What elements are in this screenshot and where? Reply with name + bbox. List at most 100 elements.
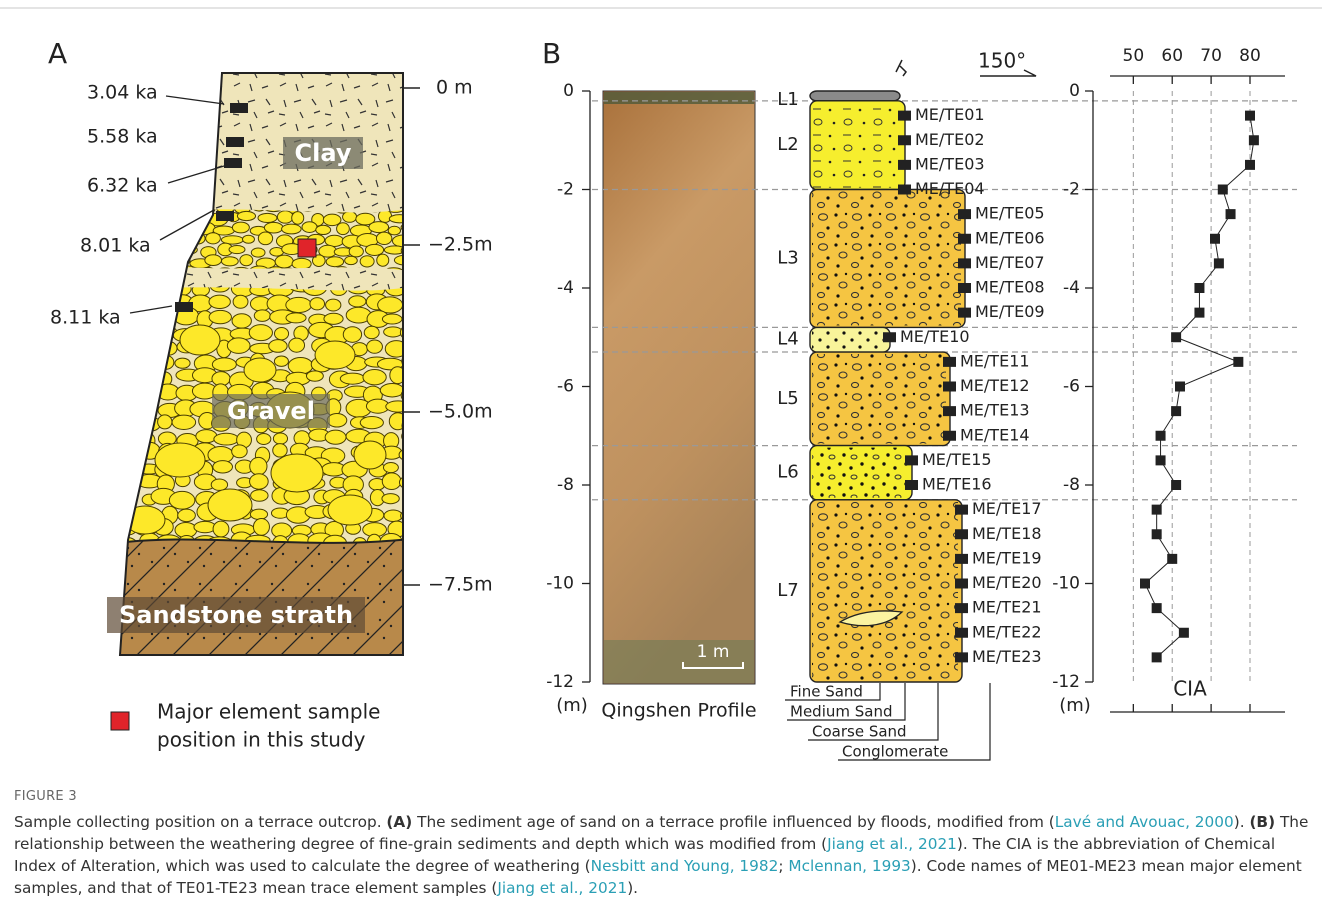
citation-link[interactable]: Nesbitt and Young, 1982 — [591, 857, 779, 875]
gravel — [409, 295, 425, 305]
gravel — [136, 356, 150, 370]
gravel — [327, 414, 347, 428]
y-tick-label: -12 — [1052, 672, 1080, 692]
unit-label: Clay — [295, 139, 352, 167]
gravel — [160, 270, 180, 280]
gravel — [116, 489, 137, 504]
caption-text: ). — [627, 879, 638, 897]
gravel — [376, 232, 391, 244]
gravel — [405, 461, 429, 478]
gravel — [211, 479, 227, 490]
gravel — [119, 447, 141, 462]
gravel — [119, 463, 144, 473]
sample-marker — [955, 554, 968, 564]
grain-size: Medium Sand — [790, 703, 893, 721]
panel-a: A Clay Gravel Sandstone strath Major ele… — [48, 37, 493, 752]
gravel — [257, 433, 271, 444]
gravel — [101, 280, 118, 291]
sample-label: ME/TE10 — [900, 327, 970, 346]
layer-pattern — [812, 448, 908, 498]
gravel — [194, 521, 216, 532]
gravel — [229, 245, 245, 253]
sample-label: ME/TE22 — [972, 622, 1042, 641]
y-tick-label: -6 — [557, 377, 574, 397]
layer-label: L5 — [777, 388, 798, 409]
gravel — [384, 510, 402, 521]
age-label: 5.58 ka — [87, 126, 158, 148]
gravel-large — [315, 341, 355, 369]
sample-marker — [883, 332, 896, 342]
gravel — [394, 255, 414, 265]
gravel — [114, 281, 138, 296]
gravel — [136, 404, 156, 414]
layer-pattern — [812, 329, 886, 350]
depth-label: 0 m — [436, 77, 473, 99]
gravel — [402, 429, 423, 443]
gravel — [233, 295, 248, 308]
cia-point — [1152, 529, 1162, 539]
gravel — [98, 399, 123, 415]
gravel — [119, 298, 138, 308]
gravel — [213, 521, 229, 537]
y-tick-label: -6 — [1063, 377, 1080, 397]
gravel — [401, 388, 423, 404]
sample-marker — [898, 185, 911, 195]
cia-point — [1233, 357, 1243, 367]
gravel — [93, 533, 119, 549]
citation-link[interactable]: Mclennan, 1993 — [788, 857, 910, 875]
gravel — [402, 355, 416, 369]
gravel — [227, 338, 250, 353]
gravel — [326, 257, 343, 267]
gravel — [274, 356, 288, 366]
layer-pattern — [812, 354, 946, 444]
gravel — [113, 472, 139, 490]
gravel — [104, 255, 125, 266]
gravel — [101, 518, 122, 535]
sample-marker — [943, 382, 956, 392]
cia-point — [1249, 135, 1259, 145]
gravel — [181, 200, 200, 210]
gravel — [405, 522, 426, 539]
age-label: 6.32 ka — [87, 175, 158, 197]
gravel — [242, 235, 254, 243]
gravel — [175, 358, 190, 368]
gravel — [111, 204, 126, 213]
figure: A Clay Gravel Sandstone strath Major ele… — [0, 0, 1322, 775]
gravel — [140, 329, 156, 341]
sample-marker — [943, 431, 956, 441]
gravel — [112, 373, 136, 387]
unit-label: Sandstone strath — [119, 601, 353, 629]
gravel — [383, 463, 398, 473]
gravel — [384, 327, 403, 337]
sample-marker — [955, 579, 968, 589]
citation-link[interactable]: Lavé and Avouac, 2000 — [1055, 813, 1234, 831]
cia-point — [1156, 455, 1166, 465]
age-sample — [216, 211, 234, 221]
y-tick-label: 0 — [1069, 81, 1080, 101]
gravel — [178, 509, 196, 522]
depth-label: −7.5m — [428, 574, 493, 596]
gravel — [251, 248, 265, 257]
figure-label: FIGURE 3 — [14, 786, 1310, 808]
layer — [810, 91, 900, 101]
gravel — [95, 415, 118, 432]
gravel — [101, 356, 124, 373]
gravel — [117, 401, 132, 415]
layer-pattern — [812, 103, 901, 188]
citation-link[interactable]: Jiang et al., 2021 — [827, 835, 957, 853]
gravel — [402, 201, 419, 212]
age-label: 3.04 ka — [87, 82, 158, 104]
gravel — [382, 473, 401, 490]
depth-label: −5.0m — [428, 401, 493, 423]
gravel — [292, 212, 304, 225]
sample-marker — [955, 603, 968, 613]
sample-marker — [955, 529, 968, 539]
gravel — [158, 415, 172, 429]
gravel — [132, 313, 155, 324]
citation-link[interactable]: Jiang et al., 2021 — [497, 879, 627, 897]
gravel — [123, 212, 138, 222]
gravel — [409, 537, 424, 552]
caption-text: ; — [778, 857, 788, 875]
gravel — [98, 388, 120, 400]
gravel — [209, 295, 230, 308]
